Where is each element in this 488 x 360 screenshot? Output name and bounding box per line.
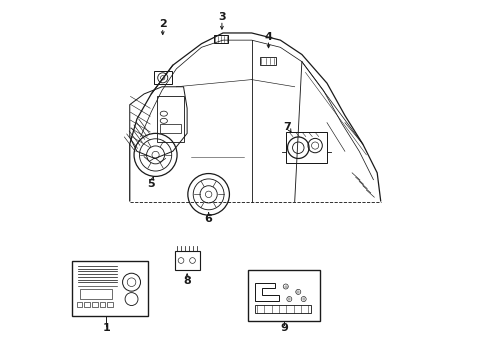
Bar xyxy=(260,57,275,65)
Bar xyxy=(77,302,82,307)
Bar xyxy=(153,71,171,84)
Bar xyxy=(100,302,105,307)
Text: 9: 9 xyxy=(280,323,287,333)
Bar xyxy=(285,132,326,163)
Bar xyxy=(255,305,310,313)
Bar xyxy=(157,96,183,142)
Bar xyxy=(214,36,228,42)
Text: 4: 4 xyxy=(264,32,272,41)
Text: 2: 2 xyxy=(159,19,166,29)
Bar xyxy=(247,270,319,320)
Bar xyxy=(159,124,181,133)
Text: 8: 8 xyxy=(183,276,191,286)
Bar xyxy=(174,251,199,270)
Bar xyxy=(107,302,113,307)
Text: 7: 7 xyxy=(283,122,291,132)
Bar xyxy=(84,302,90,307)
Bar xyxy=(72,261,147,316)
Text: 6: 6 xyxy=(204,215,212,224)
Bar xyxy=(92,302,98,307)
Text: 1: 1 xyxy=(102,323,110,333)
Text: 3: 3 xyxy=(218,12,225,22)
Bar xyxy=(80,289,112,299)
Text: 5: 5 xyxy=(146,179,154,189)
